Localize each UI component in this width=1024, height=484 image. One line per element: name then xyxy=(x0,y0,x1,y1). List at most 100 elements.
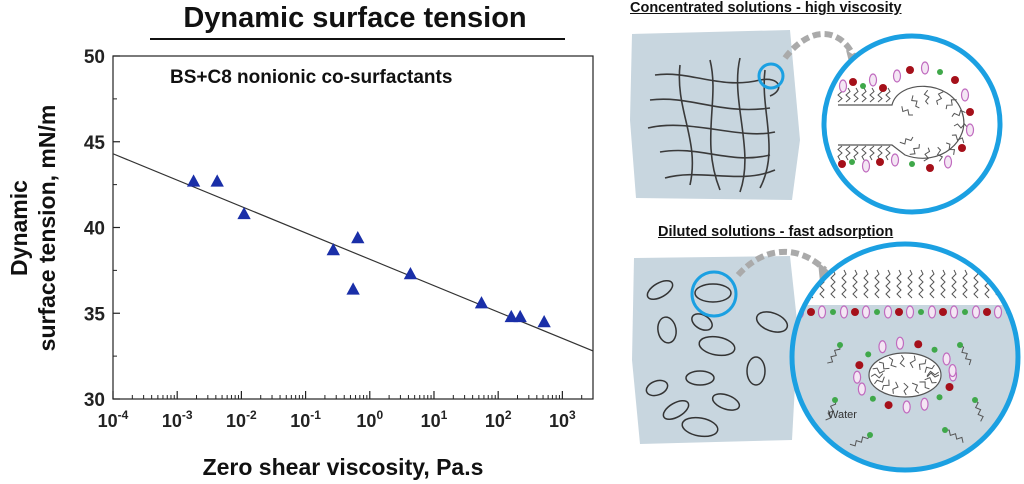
surfactant-tail xyxy=(911,382,920,394)
surfactant-molecule xyxy=(911,382,920,394)
surfactant-molecule xyxy=(877,145,883,161)
surfactant-tail xyxy=(861,87,867,103)
surfactant-molecule xyxy=(861,145,867,161)
surfactant-head-red xyxy=(838,160,846,168)
surfactant-tail xyxy=(911,95,920,109)
surfactant-tail xyxy=(896,269,902,299)
surfactant-molecule xyxy=(929,269,935,299)
surfactant-head-pink xyxy=(902,400,911,414)
surfactant-head-pink xyxy=(905,305,915,319)
surfactant-molecule xyxy=(841,269,847,299)
surfactant-head-pink xyxy=(861,159,871,173)
surfactant-tail xyxy=(845,87,851,103)
top-micelle-zoom xyxy=(837,61,975,173)
surfactant-head-red xyxy=(983,308,991,316)
surfactant-tail xyxy=(901,106,913,116)
surfactant-head-red xyxy=(958,144,966,152)
surfactant-head-pink xyxy=(853,370,862,384)
surfactant-tail xyxy=(892,381,899,394)
spherical-micelle xyxy=(646,279,674,301)
surfactant-tail xyxy=(945,142,956,155)
x-tick-label: 100 xyxy=(356,408,383,431)
surfactant-tail xyxy=(885,145,891,161)
surfactant-tail xyxy=(918,359,927,370)
surfactant-head-green xyxy=(909,161,915,167)
surfactant-molecule xyxy=(899,136,914,145)
surfactant-molecule xyxy=(870,373,884,379)
top-zoom-arrow xyxy=(782,31,856,60)
surfactant-head-green xyxy=(830,309,836,315)
surfactant-tail xyxy=(797,269,803,299)
surfactant-molecule xyxy=(923,147,931,162)
surfactant-tail xyxy=(919,381,930,390)
surfactant-head-green xyxy=(942,427,948,433)
surfactant-molecule xyxy=(861,87,867,103)
surfactant-tail xyxy=(852,269,858,299)
surfactant-tail xyxy=(1006,269,1012,299)
surfactant-head-green xyxy=(931,346,938,353)
surfactant-head-pink xyxy=(890,153,900,167)
surfactant-tail xyxy=(874,376,885,385)
surfactant-molecule xyxy=(936,91,944,105)
spherical-micelle xyxy=(657,316,677,344)
surfactant-tail xyxy=(830,269,836,299)
surfactant-molecule xyxy=(852,269,858,299)
surfactant-molecule xyxy=(973,269,979,299)
x-tick-label: 10-3 xyxy=(162,408,193,431)
surfactant-molecule xyxy=(899,354,906,368)
water-label: Water xyxy=(828,409,857,421)
surfactant-head-pink xyxy=(868,73,878,87)
surfactant-molecule xyxy=(936,146,944,162)
surfactant-tail xyxy=(837,145,843,161)
surfactant-tail xyxy=(951,109,966,117)
surfactant-head-red xyxy=(945,382,954,391)
x-tick-label: 10-4 xyxy=(98,408,129,431)
surfactant-head-green xyxy=(918,309,924,315)
spherical-micelle xyxy=(645,379,669,397)
surfactant-head-pink xyxy=(960,88,970,102)
surfactant-head-pink xyxy=(861,305,871,319)
surfactant-head-pink xyxy=(878,340,887,354)
spherical-micelle xyxy=(698,335,736,357)
surfactant-tail xyxy=(841,269,847,299)
surfactant-molecule xyxy=(951,109,966,117)
surfactant-head-red xyxy=(966,108,974,116)
x-tick-label: 10-1 xyxy=(290,408,321,431)
surfactant-tail xyxy=(962,269,968,299)
surfactant-molecule xyxy=(885,145,891,161)
surfactant-molecule xyxy=(849,434,871,447)
surfactant-head-pink xyxy=(971,305,981,319)
surfactant-molecule xyxy=(830,269,836,299)
surfactant-head-red xyxy=(951,76,959,84)
page-title: Dynamic surface tension xyxy=(183,2,527,34)
y-tick-label: 35 xyxy=(84,304,106,325)
spherical-micelle xyxy=(755,311,789,333)
surfactant-tail xyxy=(874,269,880,299)
plot-area: 30 35 40 45 50 10-4 10-3 10-2 10-1 100 101 102 103 BS… xyxy=(6,47,594,480)
x-tick-label: 103 xyxy=(549,408,576,431)
surfactant-molecule xyxy=(944,429,964,443)
data-point xyxy=(346,282,360,295)
surfactant-head-pink xyxy=(927,305,937,319)
surfactant-tail xyxy=(959,344,972,366)
surfactant-tail xyxy=(845,145,851,161)
wormlike-micelle xyxy=(678,64,694,186)
surfactant-molecule xyxy=(951,269,957,299)
surfactant-head-red xyxy=(849,78,857,86)
surfactant-head-red xyxy=(939,308,947,316)
surfactant-tail xyxy=(849,434,871,447)
surfactant-head-pink xyxy=(949,305,959,319)
y-tick-label: 50 xyxy=(84,47,105,68)
surfactant-tail xyxy=(936,146,944,162)
y-axis-label-line1: Dynamic xyxy=(6,180,32,276)
title-underline xyxy=(150,38,565,40)
surfactant-molecule xyxy=(926,370,939,377)
surfactant-tail xyxy=(853,87,859,103)
y-tick-label: 30 xyxy=(84,390,105,411)
surfactant-molecule xyxy=(909,143,920,155)
bottom-panel-background xyxy=(632,256,798,444)
spherical-micelle xyxy=(662,399,690,421)
surfactant-tail xyxy=(953,123,969,129)
surfactant-head-green xyxy=(860,83,866,89)
surfactant-tail xyxy=(951,134,965,144)
